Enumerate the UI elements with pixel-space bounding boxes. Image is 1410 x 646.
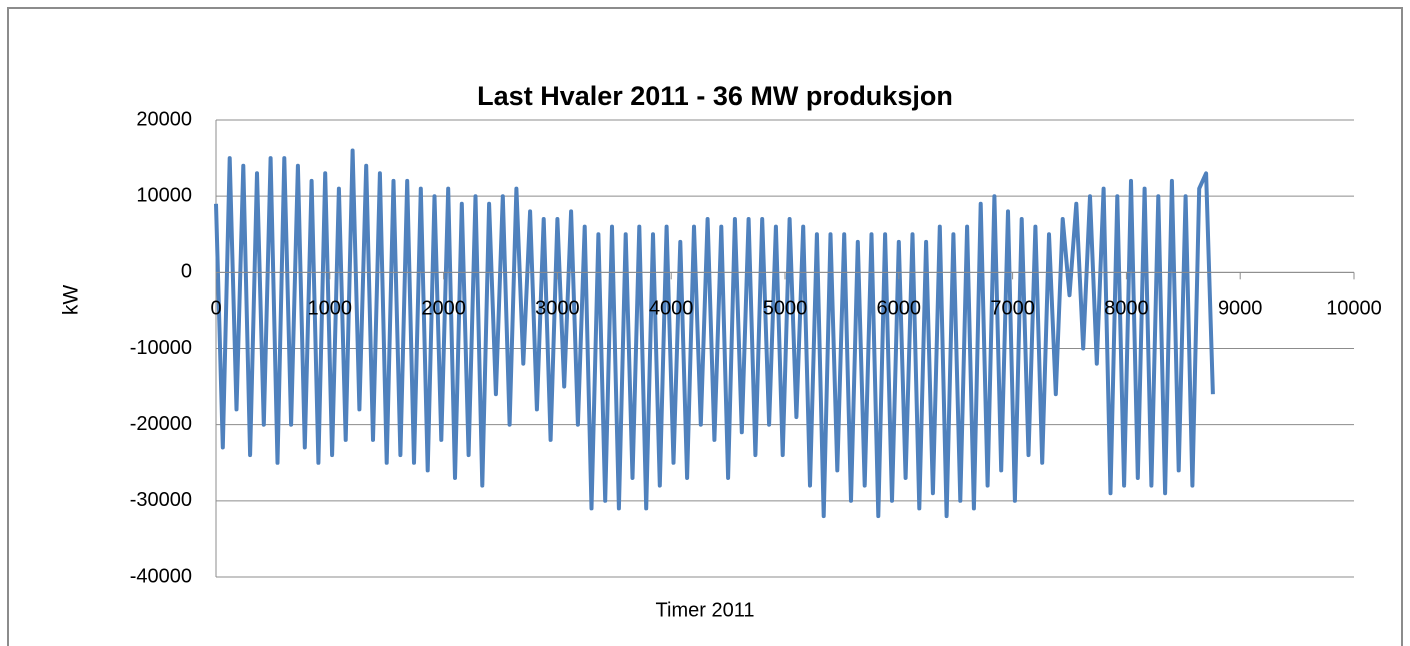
data-line [214,148,1215,519]
x-tick-label: 9000 [1218,298,1263,320]
y-tick-label: 10000 [136,184,192,206]
x-tick-label: 5000 [763,298,808,320]
x-tick-label: 1000 [308,298,353,320]
chart-title: Last Hvaler 2011 - 36 MW produksjon [477,81,953,111]
y-tick-label: 0 [181,261,192,283]
y-tick-label: -20000 [130,413,192,435]
x-tick-label: 2000 [421,298,466,320]
x-tick-label: 3000 [535,298,580,320]
y-tick-label: -40000 [130,565,192,587]
x-axis-label: Timer 2011 [656,599,755,621]
x-tick-label: 4000 [649,298,694,320]
x-tick-label: 6000 [877,298,922,320]
y-tick-label: -30000 [130,489,192,511]
y-tick-label: -10000 [130,337,192,359]
x-tick-label: 7000 [990,298,1035,320]
x-tick-label: 10000 [1326,298,1382,320]
x-tick-label: 8000 [1104,298,1149,320]
x-tick-label: 0 [210,298,221,320]
y-axis-label: kW [60,285,83,316]
y-tick-label: 20000 [136,108,192,130]
